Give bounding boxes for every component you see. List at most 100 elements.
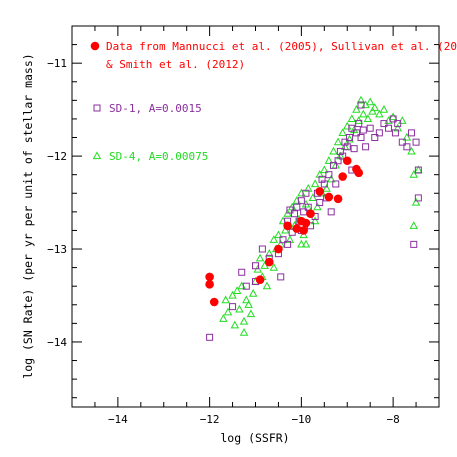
data-point-triangle: [235, 304, 244, 313]
data-point-square: [327, 208, 335, 216]
data-point-square: [391, 129, 399, 137]
legend-label: Data from Mannucci et al. (2005), Sulliv…: [106, 40, 457, 53]
data-point-square: [410, 240, 418, 248]
data-point-circle: [264, 257, 274, 267]
data-point-square: [407, 129, 415, 137]
data-point-square: [286, 206, 294, 214]
data-point-square: [357, 101, 365, 109]
axis-tick-labels: −14 −12 −10 −8 −14 −13 −12 −11: [47, 57, 400, 426]
data-point-square: [343, 143, 351, 151]
data-point-triangle: [402, 132, 412, 141]
data-point-triangle: [347, 114, 357, 123]
y-tick-label: −11: [47, 57, 67, 70]
data-point-triangle: [322, 183, 331, 192]
data-point-square: [325, 171, 333, 179]
data-point-square: [412, 138, 420, 146]
data-point-triangle: [375, 109, 384, 118]
data-point-circle: [299, 226, 308, 235]
x-tick-label: −8: [387, 413, 400, 426]
data-point-square: [302, 189, 310, 197]
data-point-square: [398, 138, 406, 146]
series-circle: [205, 156, 364, 307]
data-point-square: [350, 145, 358, 153]
data-point-square: [334, 157, 342, 165]
data-point-square: [300, 208, 308, 216]
legend-label: & Smith et al. (2012): [106, 58, 245, 71]
data-point-triangle: [244, 300, 253, 308]
data-point-square: [329, 161, 337, 169]
y-tick-label: −13: [47, 243, 67, 256]
data-point-triangle: [223, 307, 233, 316]
legend-label: SD-4, A=0.00075: [109, 150, 208, 163]
data-point-triangle: [228, 290, 237, 299]
data-point-square: [385, 124, 393, 132]
x-tick-label: −10: [291, 413, 311, 426]
data-point-triangle: [333, 137, 343, 146]
data-point-square: [414, 166, 422, 174]
plot-frame: [71, 25, 440, 408]
data-point-circle: [292, 224, 302, 233]
legend-entry-square: SD-1, A=0.0015: [93, 102, 202, 115]
data-point-triangle: [379, 104, 389, 113]
data-point-square: [371, 134, 379, 142]
data-point-square: [414, 194, 422, 202]
data-point-triangle: [326, 174, 336, 183]
series-triangle: [219, 95, 423, 336]
data-point-triangle: [363, 114, 373, 123]
data-point-square: [252, 262, 259, 270]
data-point-triangle: [388, 112, 398, 121]
legend-entry-circle: Data from Mannucci et al. (2005), Sulliv…: [90, 40, 457, 71]
legend-marker-circle: [90, 41, 100, 51]
data-point-triangle: [308, 193, 318, 202]
data-point-triangle: [260, 261, 269, 269]
data-point-square: [284, 240, 292, 248]
data-point-square: [362, 143, 370, 151]
legend-marker-square: [93, 104, 101, 112]
data-point-triangle: [411, 197, 421, 206]
data-point-circle: [354, 168, 364, 178]
legend-label: SD-1, A=0.0015: [109, 102, 202, 115]
data-point-circle: [301, 218, 311, 228]
data-point-triangle: [221, 295, 230, 304]
data-point-triangle: [269, 235, 279, 243]
data-point-triangle: [285, 235, 295, 243]
data-point-triangle: [313, 202, 322, 211]
data-point-triangle: [359, 109, 368, 118]
x-tick-label: −12: [200, 413, 220, 426]
data-point-triangle: [255, 253, 265, 262]
data-point-square: [229, 303, 237, 311]
y-tick-label: −12: [47, 150, 67, 163]
data-point-triangle: [230, 320, 240, 329]
data-point-triangle: [324, 156, 334, 164]
data-point-square: [355, 120, 363, 128]
data-point-triangle: [315, 170, 324, 178]
data-point-square: [293, 203, 301, 211]
data-point-triangle: [239, 316, 249, 325]
data-point-triangle: [365, 97, 375, 106]
data-point-square: [242, 282, 250, 290]
data-point-square: [389, 115, 397, 123]
data-point-triangle: [356, 95, 366, 104]
data-point-triangle: [409, 170, 419, 178]
data-point-triangle: [299, 230, 308, 239]
data-point-square: [316, 199, 324, 207]
x-axis-label: log (SSFR): [220, 431, 289, 445]
data-point-circle: [342, 156, 352, 166]
data-point-triangle: [329, 146, 338, 155]
data-point-square: [297, 197, 305, 205]
data-point-square: [332, 180, 340, 188]
data-point-square: [339, 152, 347, 160]
data-point-circle: [333, 194, 343, 204]
data-point-square: [206, 333, 214, 341]
legend: Data from Mannucci et al. (2005), Sulliv…: [90, 40, 457, 163]
x-tick-label: −14: [108, 413, 128, 426]
data-point-circle: [205, 272, 214, 282]
legend-entry-triangle: SD-4, A=0.00075: [92, 150, 208, 163]
data-point-square: [320, 180, 328, 188]
data-point-circle: [324, 192, 334, 202]
data-point-circle: [205, 280, 214, 289]
data-point-triangle: [239, 328, 249, 336]
data-point-triangle: [370, 103, 380, 111]
data-point-circle: [283, 221, 292, 231]
